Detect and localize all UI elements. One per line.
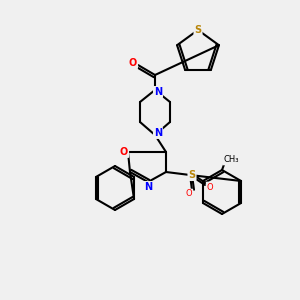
- Text: O: O: [186, 190, 192, 199]
- Text: N: N: [154, 87, 162, 97]
- Text: O: O: [129, 58, 137, 68]
- Text: CH₃: CH₃: [223, 155, 239, 164]
- Text: S: S: [194, 25, 202, 35]
- Text: N: N: [154, 128, 162, 138]
- Text: O: O: [207, 182, 213, 191]
- Text: O: O: [120, 147, 128, 157]
- Text: S: S: [188, 170, 196, 180]
- Text: N: N: [144, 182, 152, 192]
